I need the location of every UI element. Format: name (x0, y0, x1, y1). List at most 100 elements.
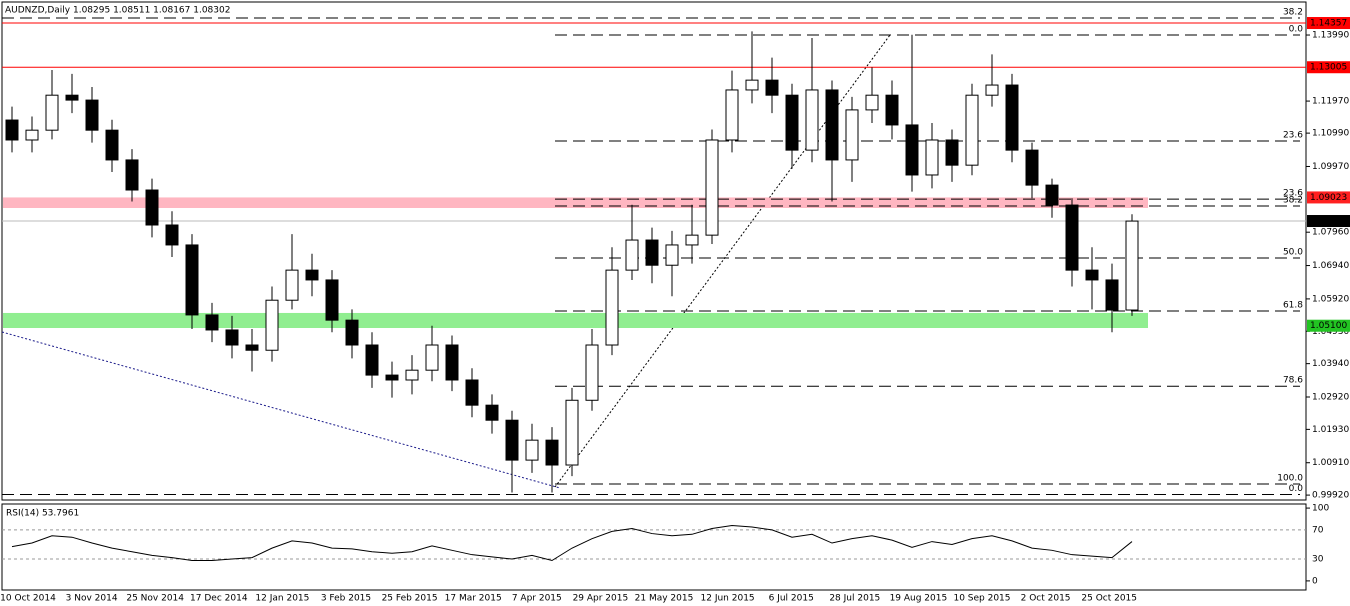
candle-body (1125, 220, 1139, 311)
trend-line (554, 34, 891, 488)
fib-label: 0.0 (1289, 25, 1304, 35)
x-tick-label: 7 Apr 2015 (512, 594, 562, 604)
candle-body (465, 379, 479, 406)
fib-label: 61.8 (1283, 301, 1303, 311)
fib-label: 100.0 (1277, 473, 1303, 483)
fib-label: 23.6 (1283, 130, 1303, 140)
rsi-tick-label: 100 (1312, 504, 1329, 514)
candle-body (825, 89, 839, 161)
candle-body (985, 84, 999, 96)
level-tag-label: 1.13005 (1310, 63, 1347, 73)
candle-body (365, 344, 379, 376)
candle-body (725, 89, 739, 141)
x-tick-label: 29 Apr 2015 (573, 594, 629, 604)
x-tick-label: 2 Oct 2015 (1021, 594, 1071, 604)
x-tick-label: 12 Jun 2015 (701, 594, 755, 604)
candle-body (785, 94, 799, 151)
candle-body (1105, 279, 1119, 311)
candle-body (25, 129, 39, 141)
x-tick-label: 25 Feb 2015 (382, 594, 438, 604)
y-tick-label: 1.05920 (1312, 294, 1349, 304)
candle-body (765, 79, 779, 96)
candle-body (745, 79, 759, 91)
candle-body (325, 279, 339, 321)
zone-tag (1307, 191, 1350, 204)
rsi-line (11, 525, 1133, 562)
candle-body (145, 189, 159, 226)
x-tick-label: 10 Sep 2015 (953, 594, 1010, 604)
fib-label: 78.6 (1283, 376, 1303, 386)
zone-tag (1307, 319, 1350, 332)
candle-body (205, 314, 219, 331)
indicator-title: RSI(14) 53.7961 (6, 509, 79, 519)
candle-body (1085, 269, 1099, 281)
candle-body (45, 94, 59, 131)
candle-body (65, 94, 79, 101)
x-tick-label: 3 Nov 2014 (66, 594, 118, 604)
x-tick-label: 17 Dec 2014 (190, 594, 248, 604)
candle-body (5, 119, 19, 141)
candle-body (565, 399, 579, 466)
zone-tag-label: 1.05100 (1310, 321, 1347, 331)
x-tick-label: 6 Jul 2015 (769, 594, 814, 604)
candle-body (105, 129, 119, 161)
candle-body (1005, 84, 1019, 151)
candle-body (665, 244, 679, 266)
y-tick-label: 1.13990 (1312, 31, 1349, 41)
candle-body (1065, 204, 1079, 271)
x-tick-label: 25 Oct 2015 (1081, 594, 1137, 604)
x-tick-label: 10 Oct 2014 (0, 594, 56, 604)
candle-body (605, 269, 619, 346)
y-tick-label: 1.03940 (1312, 359, 1349, 369)
price-frame (1, 1, 1307, 501)
y-tick-label: 1.04930 (1312, 327, 1349, 337)
candle-body (845, 109, 859, 161)
y-tick-label: 1.07960 (1312, 228, 1349, 238)
y-tick-label: 1.09970 (1312, 162, 1349, 172)
candle-body (905, 124, 919, 176)
x-tick-label: 19 Aug 2015 (890, 594, 948, 604)
level-tag-label: 1.14357 (1310, 19, 1347, 29)
candle-body (185, 244, 199, 316)
candle-body (545, 439, 559, 466)
rsi-tick-label: 70 (1312, 525, 1324, 535)
fib-label: 23.6 (1283, 189, 1303, 199)
candle-body (165, 224, 179, 246)
candle-body (125, 159, 139, 191)
candle-body (1025, 149, 1039, 186)
rsi-tick-label: 0 (1312, 576, 1318, 586)
zone-tag-label: 1.09023 (1310, 193, 1347, 203)
candle-body (925, 139, 939, 176)
candle-body (865, 94, 879, 111)
candle-body (345, 319, 359, 346)
candle-body (945, 139, 959, 166)
candle-body (965, 94, 979, 166)
level-tag (1307, 17, 1350, 30)
y-tick-label: 1.01930 (1312, 425, 1349, 435)
candle-body (485, 404, 499, 421)
candle-body (805, 89, 819, 151)
zone (3, 197, 1148, 209)
rsi-tick-label: 30 (1312, 555, 1324, 565)
candle-body (625, 239, 639, 271)
candle-body (225, 329, 239, 346)
rsi-frame (1, 503, 1307, 591)
fib-label: 38.2 (1283, 196, 1303, 206)
candle-body (885, 94, 899, 126)
x-tick-label: 25 Nov 2014 (126, 594, 184, 604)
level-tag (1307, 61, 1350, 74)
candle-body (285, 269, 299, 301)
candle-body (525, 439, 539, 461)
x-tick-label: 17 Mar 2015 (445, 594, 502, 604)
fib-label: 50.0 (1283, 248, 1303, 258)
zone (3, 312, 1148, 329)
x-tick-label: 21 May 2015 (635, 594, 694, 604)
y-tick-label: 0.99920 (1312, 491, 1349, 501)
candle-body (405, 369, 419, 381)
candle-body (685, 234, 699, 246)
candle-body (265, 299, 279, 351)
candle-body (505, 419, 519, 461)
x-tick-label: 3 Feb 2015 (321, 594, 371, 604)
last-price-label: 1.08302 (1310, 217, 1347, 227)
